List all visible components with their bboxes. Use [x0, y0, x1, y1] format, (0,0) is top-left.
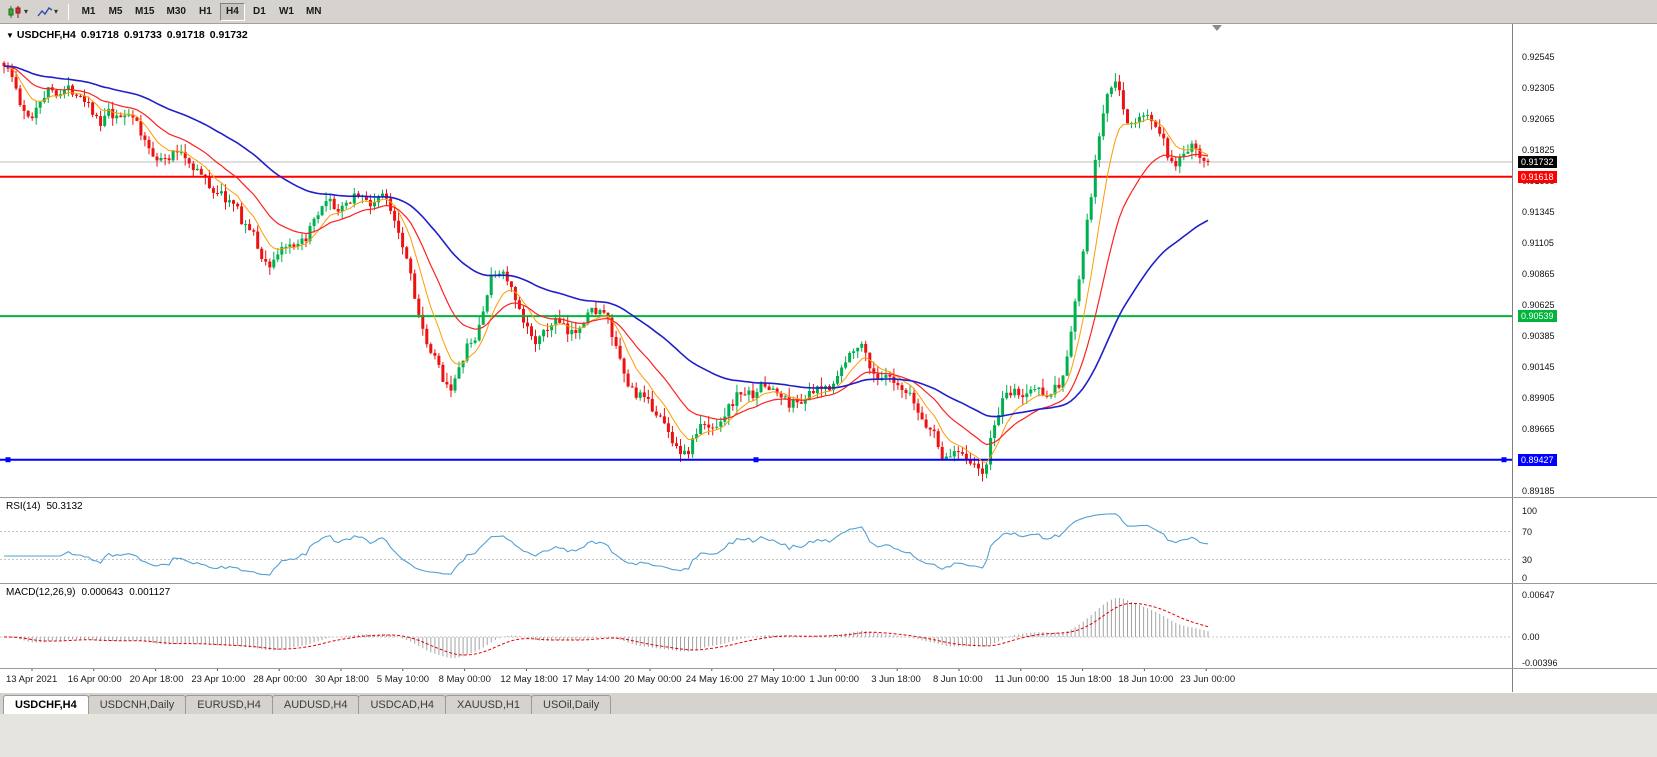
ohlc-low: 0.91718 [166, 29, 205, 41]
ohlc-open: 0.91718 [80, 29, 119, 41]
rsi-level-label: 70 [1522, 526, 1533, 537]
pane-separator[interactable] [0, 497, 1657, 498]
timeframe-w1-button[interactable]: W1 [274, 3, 299, 21]
chart-tab-xauusd-h1[interactable]: XAUUSD,H1 [445, 695, 532, 714]
chart-tab-usdcad-h4[interactable]: USDCAD,H4 [358, 695, 447, 714]
price-line-label: 0.89427 [1518, 453, 1557, 466]
chevron-down-icon: ▾ [54, 7, 59, 16]
svg-text:28 Apr 00:00: 28 Apr 00:00 [253, 674, 307, 685]
svg-text:13 Apr 2021: 13 Apr 2021 [6, 674, 57, 685]
chart-title-overlay: ▼ USDCHF,H4 0.91718 0.91733 0.91718 0.91732 [6, 29, 253, 41]
price-tick-label: 0.91825 [1522, 145, 1555, 155]
timeframe-buttons: M1 M5 M15 M30 H1 H4 D1 W1 MN [75, 2, 327, 21]
svg-text:16 Apr 00:00: 16 Apr 00:00 [68, 674, 122, 685]
rsi-level-label: 0 [1522, 573, 1528, 583]
pane-separator[interactable] [0, 583, 1657, 584]
price-tick-label: 0.92305 [1522, 83, 1555, 93]
svg-text:23 Jun 00:00: 23 Jun 00:00 [1180, 674, 1235, 685]
timeframe-h4-button[interactable]: H4 [219, 2, 245, 21]
svg-text:24 May 16:00: 24 May 16:00 [686, 674, 744, 685]
svg-text:15 Jun 18:00: 15 Jun 18:00 [1057, 674, 1112, 685]
timeframe-m1-button[interactable]: M1 [76, 3, 101, 21]
timeframe-d1-button[interactable]: D1 [247, 3, 272, 21]
svg-text:30 Apr 18:00: 30 Apr 18:00 [315, 674, 369, 685]
macd-level-label: 0.00647 [1522, 589, 1555, 600]
svg-text:18 Jun 10:00: 18 Jun 10:00 [1118, 674, 1173, 685]
svg-text:27 May 10:00: 27 May 10:00 [748, 674, 806, 685]
rsi-level-label: 30 [1522, 554, 1533, 565]
rsi-indicator-value: 50.3132 [46, 501, 83, 512]
svg-text:5 May 10:00: 5 May 10:00 [377, 674, 429, 685]
macd-indicator-name: MACD(12,26,9) [6, 587, 76, 598]
svg-text:12 May 18:00: 12 May 18:00 [500, 674, 558, 685]
macd-label-overlay: MACD(12,26,9) 0.000643 0.001127 [6, 587, 176, 598]
svg-text:3 Jun 18:00: 3 Jun 18:00 [871, 674, 921, 685]
price-tick-label: 0.90145 [1522, 362, 1555, 372]
ohlc-close: 0.91732 [209, 29, 248, 41]
svg-text:23 Apr 10:00: 23 Apr 10:00 [191, 674, 245, 685]
macd-signal-value: 0.001127 [129, 587, 171, 598]
price-tick-label: 0.90625 [1522, 300, 1555, 310]
price-tick-label: 0.91105 [1522, 238, 1554, 248]
svg-text:8 Jun 10:00: 8 Jun 10:00 [933, 674, 983, 685]
price-tick-label: 0.90385 [1522, 331, 1555, 341]
one-click-trading-arrow[interactable]: ▼ [6, 31, 14, 40]
candlestick-chart-button[interactable]: ▾ [3, 2, 32, 22]
ohlc-high: 0.91733 [123, 29, 162, 41]
svg-text:20 May 00:00: 20 May 00:00 [624, 674, 682, 685]
line-chart-icon [37, 6, 53, 16]
price-tick-label: 0.92545 [1522, 52, 1555, 62]
current-price-label: 0.91732 [1518, 156, 1557, 168]
price-tick-label: 0.91345 [1522, 207, 1555, 217]
chart-tab-eurusd-h4[interactable]: EURUSD,H4 [185, 695, 273, 714]
svg-text:8 May 00:00: 8 May 00:00 [439, 674, 491, 685]
chart-tab-usdchf-h4[interactable]: USDCHF,H4 [3, 695, 89, 714]
chart-tab-usoil-daily[interactable]: USOil,Daily [531, 695, 612, 714]
chart-tab-audusd-h4[interactable]: AUDUSD,H4 [271, 695, 360, 714]
timeframe-m15-button[interactable]: M15 [130, 3, 159, 21]
timeframe-mn-button[interactable]: MN [301, 3, 327, 21]
chart-tabs-bar: USDCHF,H4 USDCNH,Daily EURUSD,H4 AUDUSD,H4 U… [0, 692, 1657, 714]
svg-text:11 Jun 00:00: 11 Jun 00:00 [995, 674, 1049, 685]
chart-title: USDCHF,H4 [16, 29, 76, 41]
macd-level-label: -0.00396 [1522, 657, 1558, 668]
price-tick-label: 0.89665 [1522, 424, 1555, 434]
toolbar-separator [68, 3, 70, 20]
timeframe-h1-button[interactable]: H1 [193, 3, 218, 21]
macd-indicator-value: 0.000643 [81, 587, 124, 598]
time-axis-separator [0, 668, 1657, 669]
timeframe-m5-button[interactable]: M5 [103, 3, 128, 21]
bottom-filler [0, 714, 1657, 757]
price-line-label: 0.91618 [1518, 170, 1557, 183]
toolbar: ▾ ▾ M1 M5 M15 M30 H1 H4 D1 W1 MN [0, 0, 1657, 24]
svg-text:1 Jun 00:00: 1 Jun 00:00 [809, 674, 859, 685]
price-axis[interactable]: 0.925450.923050.920650.918250.915850.913… [1512, 24, 1657, 692]
price-tick-label: 0.89905 [1522, 393, 1555, 403]
rsi-level-label: 100 [1522, 505, 1538, 516]
candlestick-chart-icon [8, 5, 21, 18]
price-tick-label: 0.90865 [1522, 269, 1555, 279]
macd-level-label: 0.00 [1522, 632, 1540, 642]
svg-text:20 Apr 18:00: 20 Apr 18:00 [130, 674, 184, 685]
chart-tab-usdcnh-daily[interactable]: USDCNH,Daily [87, 695, 187, 714]
price-tick-label: 0.89185 [1522, 486, 1555, 496]
price-tick-label: 0.92065 [1522, 114, 1555, 124]
timeframe-m30-button[interactable]: M30 [161, 3, 190, 21]
line-chart-button[interactable]: ▾ [33, 2, 62, 22]
rsi-indicator-name: RSI(14) [6, 501, 41, 512]
price-chart-canvas[interactable]: 13 Apr 2021 16 Apr 00:00 20 Apr 18:00 23 Ap… [0, 24, 1512, 692]
svg-text:17 May 14:00: 17 May 14:00 [562, 674, 620, 685]
chevron-down-icon: ▾ [24, 7, 29, 16]
rsi-label-overlay: RSI(14) 50.3132 [6, 501, 89, 512]
chart-area: 13 Apr 2021 16 Apr 00:00 20 Apr 18:00 23 Ap… [0, 24, 1657, 692]
price-line-label: 0.90539 [1518, 310, 1557, 323]
